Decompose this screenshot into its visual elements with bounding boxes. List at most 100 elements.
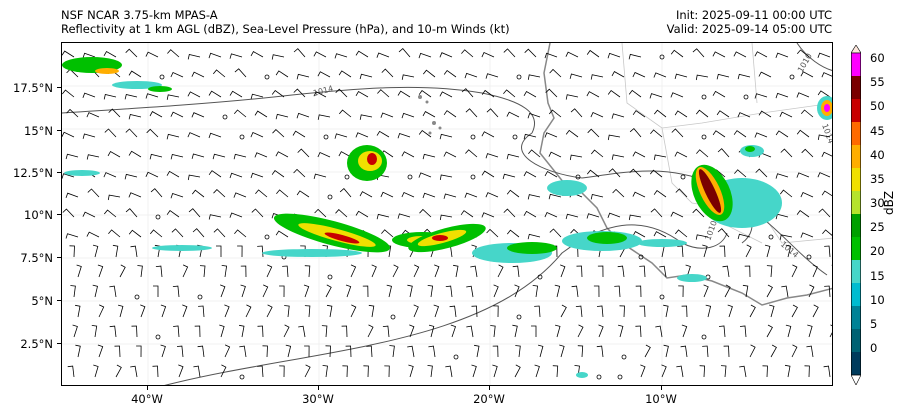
wind-barb xyxy=(397,90,411,98)
wind-barb xyxy=(433,304,440,318)
wind-barb xyxy=(66,108,79,118)
wind-barb xyxy=(171,228,184,238)
wind-barb xyxy=(674,110,688,118)
wind-barb xyxy=(314,208,327,218)
wind-barb xyxy=(465,108,478,118)
wind-barb xyxy=(401,151,415,158)
wind-barb xyxy=(62,89,75,98)
wind-barb xyxy=(824,285,831,298)
wind-barb xyxy=(145,51,159,58)
wind-barb xyxy=(322,365,328,378)
wind-barb xyxy=(125,208,138,218)
lat-tick xyxy=(57,214,61,215)
wind-barb xyxy=(271,54,285,60)
wind-barb xyxy=(471,364,477,378)
wind-barb xyxy=(443,151,457,158)
wind-barb xyxy=(485,73,499,79)
wind-barb xyxy=(124,173,138,180)
calm-wind-marker xyxy=(327,274,333,280)
calm-wind-marker xyxy=(512,134,518,140)
wind-barb xyxy=(548,151,562,158)
wind-barb xyxy=(749,304,756,318)
wind-barb xyxy=(524,48,537,58)
wind-barb xyxy=(796,129,810,138)
wind-barb xyxy=(188,208,201,218)
wind-barb xyxy=(722,265,730,278)
wind-barb xyxy=(409,324,415,338)
colorbar-tick-label: 25 xyxy=(870,220,885,234)
calm-wind-marker xyxy=(470,134,476,140)
calm-wind-marker xyxy=(806,254,812,260)
wind-barb xyxy=(82,133,96,139)
wind-barb xyxy=(590,111,604,118)
calm-wind-marker xyxy=(239,374,245,380)
wind-barb xyxy=(283,324,290,338)
wind-barb xyxy=(250,131,264,138)
colorbar-segment xyxy=(851,306,861,330)
wind-barb xyxy=(208,170,222,178)
lat-tick xyxy=(57,300,61,301)
wind-barb xyxy=(245,304,252,318)
wind-barb xyxy=(749,344,756,358)
wind-barb xyxy=(321,325,328,338)
wind-barb xyxy=(439,214,453,221)
wind-barb xyxy=(208,90,222,98)
wind-barb xyxy=(532,285,539,298)
wind-barb xyxy=(342,365,348,378)
wind-barb xyxy=(62,173,75,179)
wind-barb xyxy=(569,154,583,161)
wind-barb xyxy=(338,151,352,158)
colorbar-tick-label: 50 xyxy=(870,99,885,113)
calm-wind-marker xyxy=(789,74,795,80)
colorbar-segment xyxy=(851,122,861,146)
wind-barb xyxy=(304,345,310,358)
wind-barb xyxy=(629,168,642,178)
wind-barb xyxy=(355,132,369,138)
wind-barb xyxy=(341,325,348,338)
graticule xyxy=(62,43,832,385)
wind-barb xyxy=(506,111,520,118)
wind-barb xyxy=(376,52,390,58)
wind-barb xyxy=(418,90,432,98)
wind-barb xyxy=(338,70,352,78)
wind-barb xyxy=(131,325,138,338)
wind-barb xyxy=(614,285,621,298)
wind-barb xyxy=(326,304,333,318)
wind-barb xyxy=(208,214,222,220)
wind-barb xyxy=(335,88,348,98)
wind-barb xyxy=(380,112,394,118)
wind-barb xyxy=(208,52,222,59)
wind-barb xyxy=(170,111,184,118)
wind-barb xyxy=(422,153,436,160)
wind-barb xyxy=(791,264,798,278)
wind-barb xyxy=(537,344,544,358)
wind-barb xyxy=(653,72,667,78)
wind-barb xyxy=(276,189,289,198)
wind-barb xyxy=(607,89,621,98)
wind-barb xyxy=(439,91,453,98)
wind-barb xyxy=(812,264,818,278)
wind-barb xyxy=(187,174,201,181)
wind-barb xyxy=(334,53,348,59)
wind-barb xyxy=(506,229,520,238)
wind-barb xyxy=(254,152,268,158)
wind-barb xyxy=(224,304,230,318)
wind-barb xyxy=(758,71,772,78)
wind-barb xyxy=(70,285,76,298)
wind-barb xyxy=(234,229,247,238)
wind-barb xyxy=(676,365,684,378)
map-title-right: Init: 2025-09-11 00:00 UTC Valid: 2025-0… xyxy=(667,8,832,36)
wind-barb xyxy=(461,88,474,98)
wind-barb xyxy=(548,193,562,200)
colorbar-tick-label: 55 xyxy=(870,75,885,89)
wind-barb xyxy=(220,284,226,298)
wind-barb xyxy=(359,191,373,198)
wind-barb xyxy=(443,69,457,78)
lat-tick xyxy=(57,130,61,131)
wind-barb xyxy=(107,194,121,201)
wind-barb xyxy=(775,173,789,179)
wind-barb xyxy=(240,265,247,278)
wind-barb xyxy=(724,284,731,298)
wind-barb xyxy=(397,213,411,219)
map-canvas: 1014 1010 1014 1014 1010 xyxy=(62,43,832,385)
